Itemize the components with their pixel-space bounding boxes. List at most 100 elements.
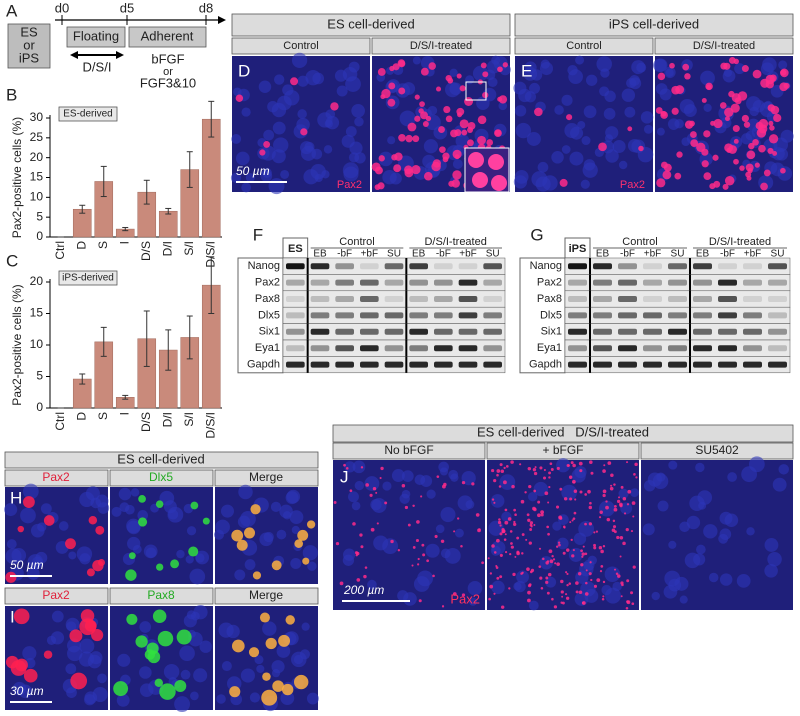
signal (482, 71, 489, 78)
signal (493, 551, 497, 554)
signal (126, 613, 138, 625)
nucleus (664, 66, 676, 79)
nucleus (20, 507, 36, 524)
gel-band (335, 296, 354, 302)
nucleus (234, 569, 246, 581)
gel-band (335, 328, 354, 335)
row-label: Pax8 (255, 293, 280, 305)
nucleus (399, 493, 410, 504)
error-bar (186, 151, 193, 188)
signal (494, 129, 502, 137)
stain-label: Pax2 (620, 179, 645, 191)
error-bar (79, 373, 86, 385)
signal (578, 590, 583, 595)
signal (505, 465, 509, 468)
gel-band (643, 296, 662, 302)
nucleus (27, 554, 44, 570)
nucleus (696, 544, 706, 555)
gel-band (743, 296, 762, 302)
panel-title: iPS cell-derived (609, 16, 699, 31)
signal (23, 668, 38, 683)
signal (733, 58, 739, 65)
nucleus (554, 105, 564, 115)
nucleus (679, 98, 695, 114)
signal (590, 471, 594, 475)
nucleus (719, 573, 733, 586)
gel-band (286, 263, 305, 270)
signal (229, 686, 241, 698)
nucleus (457, 495, 473, 511)
gel-band (618, 279, 637, 286)
signal (420, 495, 423, 498)
signal (571, 479, 576, 484)
nucleus (116, 693, 130, 707)
panel-label: F (253, 225, 263, 244)
signal (188, 546, 199, 557)
panel-header (231, 13, 511, 37)
signal (468, 152, 484, 168)
signal (478, 528, 481, 531)
gel-band (593, 345, 612, 352)
nucleus (305, 69, 321, 86)
gel-band (743, 328, 762, 335)
nucleus (176, 549, 185, 559)
nucleus (581, 135, 591, 146)
signal (335, 541, 340, 546)
signal (138, 495, 146, 503)
signal (499, 575, 503, 579)
signal (428, 62, 436, 70)
gel-band (409, 361, 428, 368)
signal (712, 154, 719, 161)
nucleus (286, 489, 301, 504)
signal (372, 486, 377, 491)
legend-label: ES-derived (63, 109, 112, 120)
nucleus (233, 87, 242, 97)
signal (414, 115, 421, 122)
nucleus (604, 90, 616, 103)
signal (472, 172, 488, 188)
signal (532, 468, 537, 472)
scale-bar-label: 50 µm (236, 164, 270, 178)
signal (475, 513, 480, 517)
row-label: Pax8 (537, 293, 562, 305)
signal (752, 138, 759, 146)
signal (248, 647, 260, 658)
signal (573, 511, 577, 515)
signal (547, 572, 552, 577)
signal (397, 59, 406, 67)
signal (514, 555, 517, 558)
gel-band (310, 279, 330, 286)
nucleus (604, 566, 621, 583)
signal (581, 601, 586, 605)
signal (467, 139, 474, 147)
signal (758, 144, 766, 153)
error-bar (122, 226, 129, 232)
signal (627, 489, 632, 494)
nucleus (97, 673, 107, 684)
nucleus (282, 84, 294, 96)
error-bar (165, 207, 172, 215)
nucleus (529, 82, 540, 94)
nucleus (126, 520, 141, 535)
signal (609, 486, 614, 491)
lane-label: ES (288, 243, 303, 255)
signal (690, 139, 699, 147)
signal (607, 461, 612, 465)
signal (580, 549, 583, 553)
panel-label: H (10, 488, 22, 507)
gel-band (434, 345, 453, 352)
signal (722, 183, 729, 190)
signal (562, 601, 565, 605)
gel-band (409, 279, 428, 286)
signal (520, 572, 523, 575)
day-label: d5 (120, 0, 134, 15)
nucleus (240, 668, 256, 683)
signal (590, 578, 593, 582)
signal (159, 683, 176, 700)
signal (441, 605, 445, 608)
signal (431, 161, 441, 172)
signal (70, 672, 88, 690)
signal (84, 619, 97, 632)
signal (588, 572, 592, 576)
signal (423, 171, 433, 181)
